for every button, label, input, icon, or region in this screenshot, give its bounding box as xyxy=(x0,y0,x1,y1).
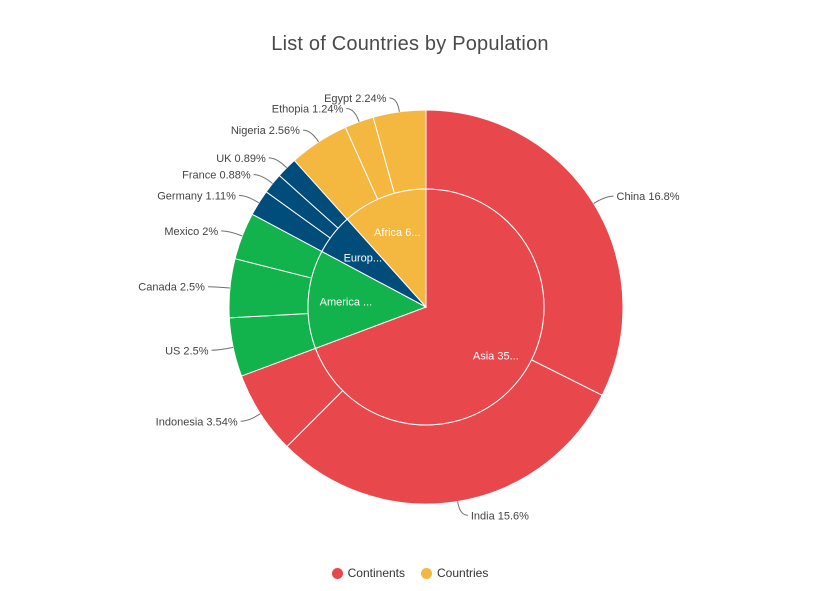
chart-legend: Continents Countries xyxy=(0,566,820,580)
connector-france xyxy=(253,174,273,184)
legend-marker-countries xyxy=(421,567,432,579)
chart-title: List of Countries by Population xyxy=(271,33,549,55)
connector-uk xyxy=(268,157,288,169)
label-mexico: Mexico 2% xyxy=(164,226,218,238)
connector-india xyxy=(457,501,468,516)
inner-label-america: America ... xyxy=(320,297,373,309)
label-france: France 0.88% xyxy=(182,170,251,182)
slice-america[interactable] xyxy=(307,250,428,349)
inner-ring: Asia 35... America ... Europ... Africa 6... xyxy=(307,188,545,426)
outer-labels: China 16.8% India 15.6% Indonesia 3.54% US … xyxy=(138,93,679,522)
connector-egypt xyxy=(389,97,400,112)
connector-nigeria xyxy=(302,129,320,143)
label-indonesia: Indonesia 3.54% xyxy=(156,416,238,428)
inner-label-asia: Asia 35... xyxy=(473,350,519,362)
connector-germany xyxy=(238,194,260,204)
label-nigeria: Nigeria 2.56% xyxy=(231,125,300,137)
legend-label-countries: Countries xyxy=(437,566,489,580)
label-uk: UK 0.89% xyxy=(216,153,266,165)
legend-item-continents[interactable]: Continents xyxy=(331,566,405,580)
label-egypt: Egypt 2.24% xyxy=(324,93,387,105)
inner-label-africa: Africa 6... xyxy=(374,227,420,239)
connector-china xyxy=(593,195,614,204)
slice-africa[interactable] xyxy=(346,188,427,309)
outer-ring xyxy=(228,109,624,505)
legend-item-countries[interactable]: Countries xyxy=(421,566,488,580)
label-ethopia: Ethopia 1.24% xyxy=(272,104,344,116)
connector-ethopia xyxy=(346,108,360,122)
slice-asia[interactable] xyxy=(314,188,545,426)
connector-canada xyxy=(207,286,230,289)
connector-mexico xyxy=(221,230,243,237)
label-canada: Canada 2.5% xyxy=(138,282,205,294)
legend-marker-continents xyxy=(331,567,343,579)
inner-label-europ: Europ... xyxy=(344,253,383,265)
label-china: China 16.8% xyxy=(617,191,680,203)
label-india: India 15.6% xyxy=(471,510,529,522)
label-us: US 2.5% xyxy=(165,345,209,357)
connector-indonesia xyxy=(240,413,261,422)
connector-us xyxy=(211,346,234,351)
legend-label-continents: Continents xyxy=(347,566,405,580)
label-germany: Germany 1.11% xyxy=(157,190,236,202)
